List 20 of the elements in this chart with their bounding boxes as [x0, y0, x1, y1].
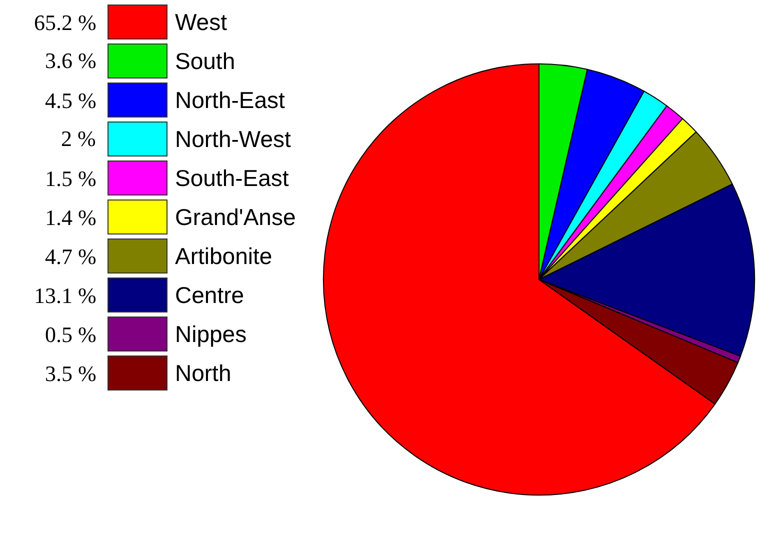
data-label: 3.5 %	[45, 361, 96, 386]
legend-label: Centre	[175, 282, 244, 308]
legend-label: Artibonite	[175, 243, 272, 269]
data-label: 4.7 %	[45, 244, 96, 269]
legend-label: West	[175, 9, 228, 35]
data-label: 2 %	[61, 126, 96, 151]
data-label: 3.6 %	[45, 48, 96, 73]
data-label: 4.5 %	[45, 88, 96, 113]
legend-label: South-East	[175, 165, 290, 191]
legend-label: North-West	[175, 126, 292, 152]
data-label: 0.5 %	[45, 322, 96, 347]
legend-label: South	[175, 48, 236, 74]
data-label: 1.5 %	[45, 166, 96, 191]
legend-label: North	[175, 360, 232, 386]
data-label: 1.4 %	[45, 205, 96, 230]
data-label: 65.2 %	[34, 10, 96, 35]
legend-label: Grand'Anse	[175, 204, 296, 230]
legend-label: Nippes	[175, 321, 247, 347]
legend-label: North-East	[175, 87, 286, 113]
data-label: 13.1 %	[34, 283, 96, 308]
